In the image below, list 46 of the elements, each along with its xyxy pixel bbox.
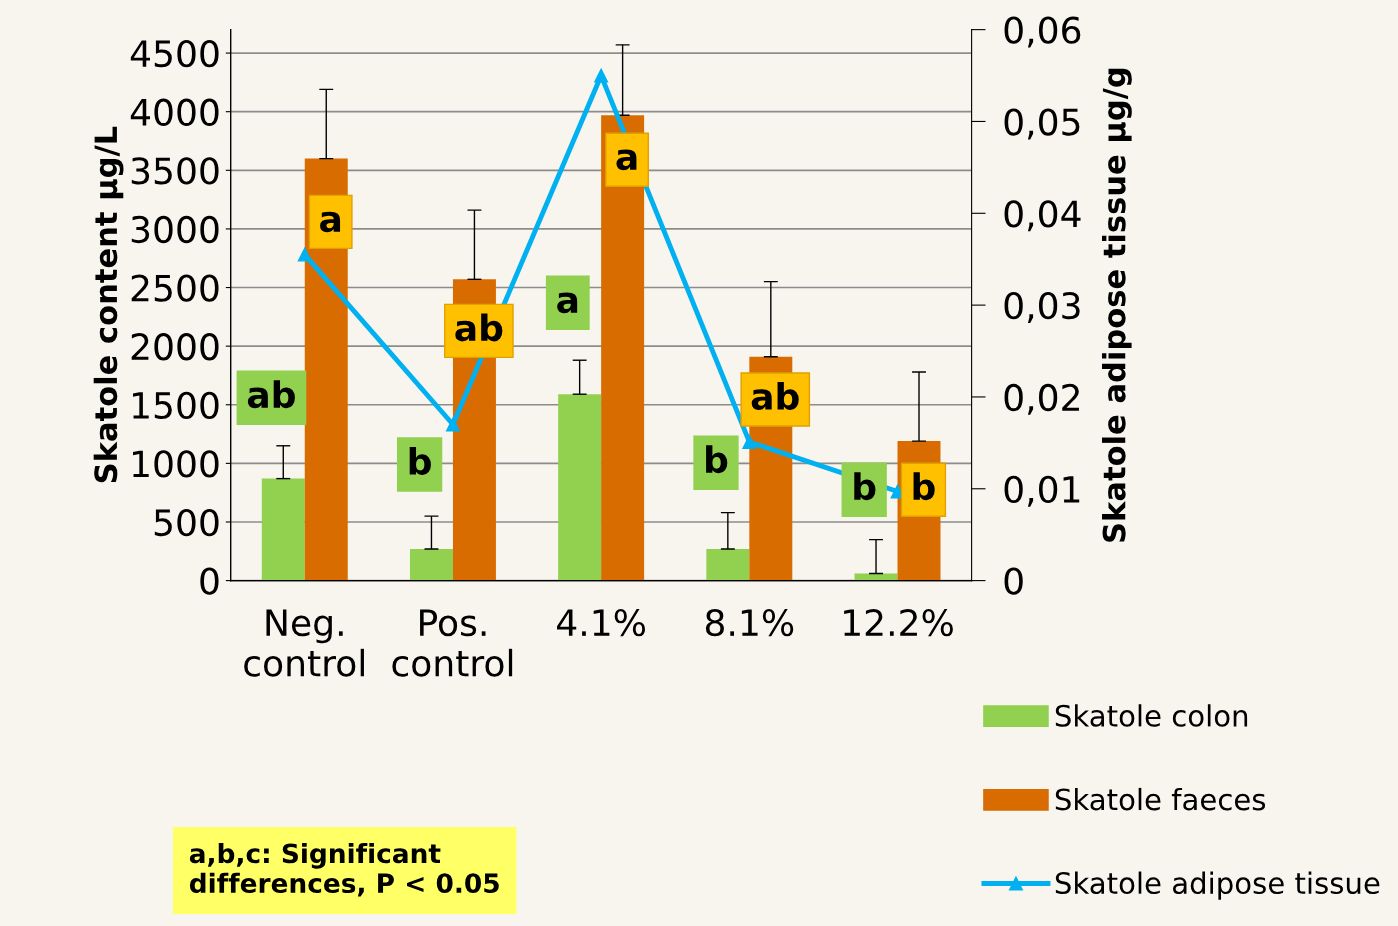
y-tick-label: 0 — [200, 567, 219, 595]
point — [742, 434, 757, 449]
point — [446, 417, 460, 432]
y2-tick-label: 0,02 — [1004, 383, 1079, 415]
y-tick-label: 4000 — [130, 98, 219, 126]
text: a,b,c: Significant differences, P < 0.05 — [189, 842, 499, 897]
annotation: b — [913, 472, 935, 501]
x-tick-label: Neg. control — [244, 609, 364, 677]
y-tick-label: 4500 — [130, 40, 219, 68]
y-tick-label: 2000 — [131, 333, 219, 361]
y2-tick-label: 0,03 — [1004, 292, 1080, 324]
legend-label: Skatole colon — [1055, 704, 1248, 727]
x-tick-label: 4.1% — [557, 609, 646, 637]
x-tick-label: 8.1% — [705, 609, 794, 637]
point — [594, 68, 609, 83]
y-tick-label: 1500 — [133, 391, 219, 419]
y-axis-title: Skatole content µg/L — [93, 126, 124, 483]
bar — [261, 478, 305, 581]
x-tick-label: 12.2% — [844, 609, 953, 637]
annotation: a — [557, 292, 578, 314]
y2-tick-label: 0,04 — [1004, 200, 1081, 232]
annotation: b — [706, 445, 728, 474]
legend-label: Skatole adipose tissue — [1055, 871, 1380, 900]
y2-tick-label: 0,01 — [1004, 475, 1080, 507]
y-tick-label: 1000 — [133, 450, 219, 478]
y2-axis-title: Skatole adipose tissue µg/g — [1102, 68, 1132, 542]
annotation: b — [854, 472, 876, 501]
bar — [409, 548, 453, 581]
x-tick-label: Pos. control — [392, 609, 513, 677]
point — [297, 247, 312, 262]
y-tick-label: 3000 — [131, 215, 219, 244]
y2-tick-label: 0,05 — [1004, 108, 1080, 140]
annotation: b — [409, 447, 431, 476]
bar — [706, 548, 750, 581]
y-tick-label: 500 — [154, 508, 219, 537]
y2-tick-label: 0 — [1004, 567, 1023, 595]
y-tick-label: 3500 — [131, 157, 219, 185]
annotation: ab — [247, 380, 295, 409]
annotation: ab — [751, 382, 799, 410]
bar — [558, 394, 602, 581]
annotation: a — [616, 149, 637, 171]
annotation: a — [320, 211, 341, 233]
legend-label: Skatole faeces — [1055, 787, 1266, 811]
y2-tick-label: 0,06 — [1004, 16, 1081, 48]
annotation: ab — [455, 313, 503, 342]
y-tick-label: 2500 — [131, 274, 219, 302]
